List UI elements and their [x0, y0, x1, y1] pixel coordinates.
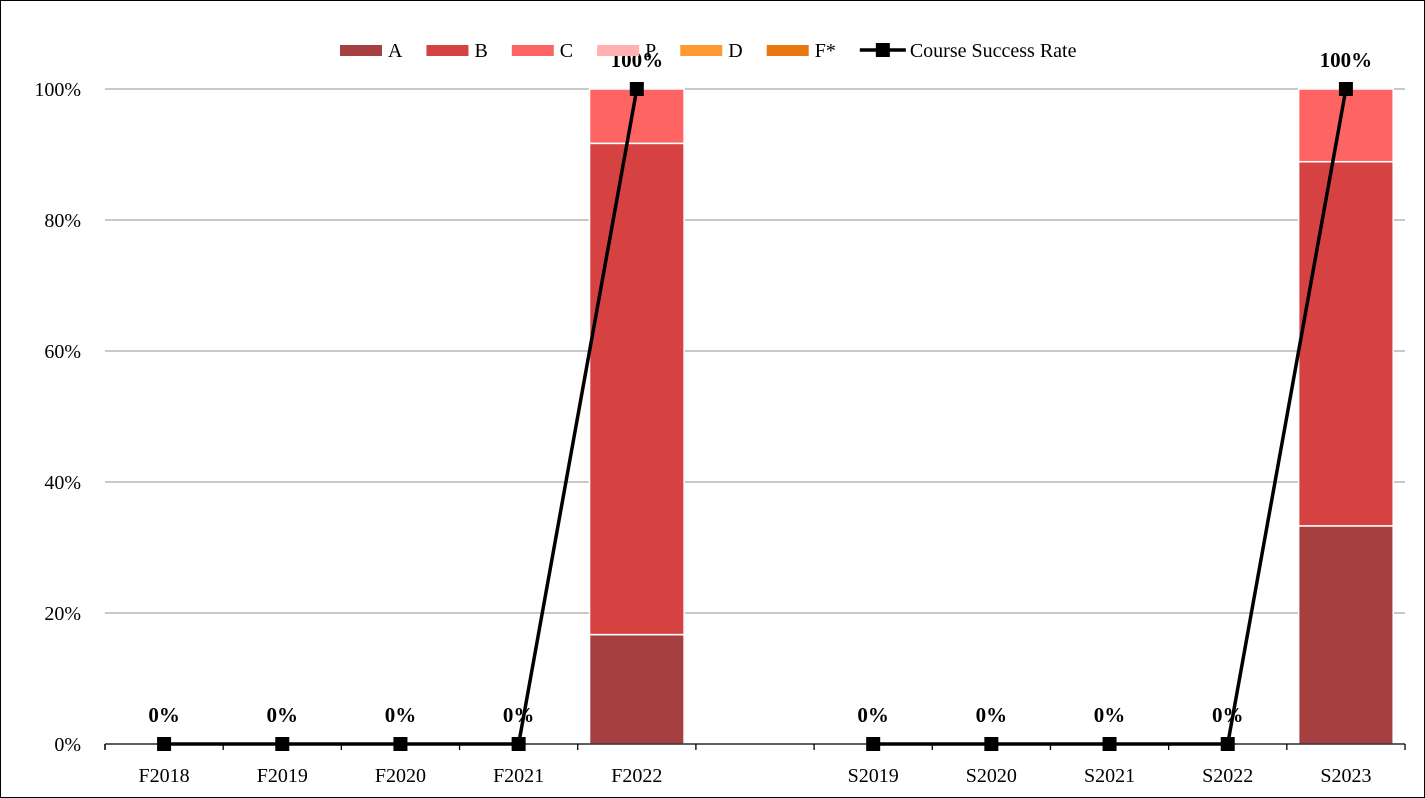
success-rate-marker: [157, 737, 172, 751]
data-label: 100%: [1320, 48, 1373, 72]
y-tick-label: 40%: [44, 472, 81, 494]
y-tick-label: 100%: [34, 79, 81, 101]
success-rate-line-segment: [164, 88, 639, 746]
legend-label-C: C: [560, 40, 573, 62]
data-label: 0%: [857, 703, 889, 727]
data-label: 0%: [1212, 703, 1244, 727]
success-rate-marker: [866, 737, 881, 751]
success-rate-line: [157, 82, 1353, 751]
success-rate-marker: [275, 737, 290, 751]
legend-label-B: B: [474, 40, 487, 62]
bar-segment-A: [1297, 525, 1394, 745]
legend-line-marker: [875, 43, 890, 57]
bar-segment-B: [1297, 160, 1394, 527]
x-tick-label: F2020: [375, 765, 426, 787]
x-tick-label: F2022: [611, 765, 662, 787]
data-label: 0%: [1094, 703, 1126, 727]
y-tick-label: 80%: [44, 210, 81, 232]
data-label: 0%: [267, 703, 299, 727]
legend-swatch-F*: [766, 45, 809, 56]
success-rate-marker: [984, 737, 999, 751]
y-tick-label: 20%: [44, 603, 81, 625]
legend: A B C P D F* Course Success Rate: [340, 40, 1077, 62]
x-tick-label: S2023: [1320, 765, 1371, 787]
x-tick-label: S2022: [1202, 765, 1253, 787]
bars: [588, 88, 1394, 745]
legend-swatch-D: [680, 45, 723, 56]
x-tick-label: F2018: [139, 765, 190, 787]
data-labels: 0% 0% 0% 0%100%0% 0% 0% 0%100%: [148, 48, 1372, 727]
bar-segment-A: [588, 633, 685, 745]
legend-label-F*: F*: [815, 40, 836, 62]
bar-segment-C: [1297, 88, 1394, 163]
legend-swatch-A: [340, 45, 382, 56]
data-label: 0%: [503, 703, 535, 727]
legend-label-course-success-rate: Course Success Rate: [910, 40, 1077, 62]
legend-label-D: D: [728, 40, 742, 62]
bar-segment-B: [588, 142, 685, 636]
data-label: 0%: [976, 703, 1008, 727]
data-label: 0%: [385, 703, 417, 727]
y-tick-label: 60%: [44, 341, 81, 363]
x-tick-label: S2021: [1084, 765, 1135, 787]
x-tick-label: F2021: [493, 765, 544, 787]
legend-swatch-C: [511, 45, 554, 56]
x-tick-label: F2019: [257, 765, 308, 787]
success-rate-marker: [1338, 82, 1353, 96]
x-tick-label: S2019: [848, 765, 899, 787]
legend-label-A: A: [388, 40, 403, 62]
legend-swatch-P: [597, 45, 640, 56]
x-tick-label: S2020: [966, 765, 1017, 787]
data-label: 0%: [148, 703, 180, 727]
success-rate-line-segment: [873, 88, 1348, 746]
success-rate-marker: [393, 737, 408, 751]
y-tick-label: 0%: [54, 734, 81, 756]
success-rate-marker: [1220, 737, 1235, 751]
legend-swatch-B: [426, 45, 469, 56]
success-rate-marker: [1102, 737, 1117, 751]
success-rate-marker: [629, 82, 644, 96]
legend-label-P: P: [645, 40, 656, 62]
success-rate-marker: [511, 737, 526, 751]
gridlines: [105, 88, 1405, 614]
axes: 0% 20% 40% 60% 80% 100% F2018 F2019 F2020 F2021 F2…: [34, 79, 1406, 787]
